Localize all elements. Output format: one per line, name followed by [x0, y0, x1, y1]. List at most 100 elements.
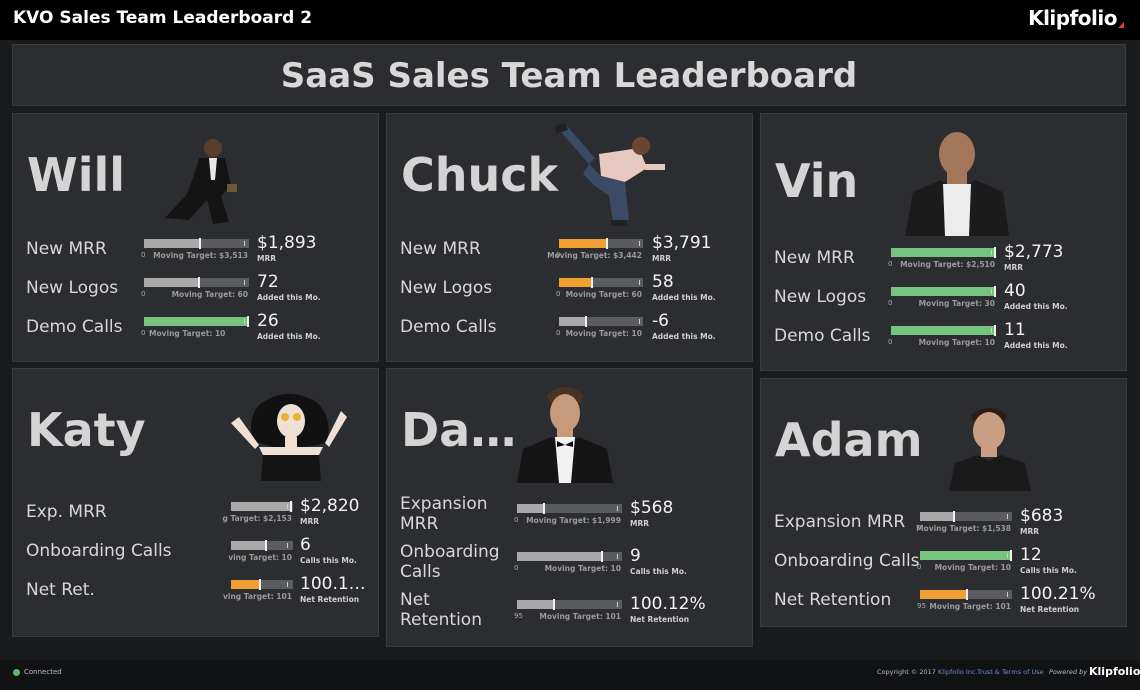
metric-row: New MRR 0 Moving Target: $3,442 $3,791 M… — [387, 233, 752, 272]
metric-sublabel: Calls this Mo. — [1020, 566, 1077, 575]
moving-target-label: Moving Target: 101 — [539, 612, 621, 621]
copyright-text: Copyright © 2017 — [877, 668, 936, 676]
moving-target-label: ving Target: 10 — [228, 553, 292, 562]
moving-target-label: Moving Target: $1,999 — [526, 516, 621, 525]
moving-target-label: Moving Target: 10 — [934, 563, 1011, 572]
metric-row: Net Retention 95 Moving Target: 101 100.… — [761, 584, 1126, 623]
terms-link[interactable]: Trust & Terms of Use — [977, 668, 1044, 676]
bar-tick — [994, 286, 996, 297]
metric-value: $3,791 — [652, 233, 712, 253]
bar-tick — [199, 238, 201, 249]
progress-bar — [144, 277, 249, 288]
moving-target-label: Moving Target: 30 — [918, 299, 995, 308]
bar-tick — [265, 540, 267, 551]
card-adam[interactable]: Adam Expansion MRR 0 Moving Target: $1,5… — [760, 378, 1127, 627]
klipfolio-logo[interactable]: Klipfolio — [1028, 6, 1124, 30]
metric-row: Net Retention 95 Moving Target: 101 100.… — [387, 590, 752, 630]
bar-tick — [601, 551, 603, 562]
target-marker — [617, 602, 618, 607]
moving-target-label: Moving Target: 10 — [918, 338, 995, 347]
metric-label: Demo Calls — [26, 317, 123, 337]
card-katy[interactable]: Katy Exp. MRR g Target: $2,153 $2,820 MR… — [12, 368, 379, 637]
progress-bar — [891, 286, 996, 297]
metric-row: Demo Calls 0 Moving Target: 10 11 Added … — [761, 320, 1126, 359]
bar-zero-label: 0 — [514, 564, 519, 572]
target-marker — [244, 280, 245, 285]
bar-zero-label: 0 — [514, 516, 519, 524]
target-marker — [617, 506, 618, 511]
bar-tick — [553, 599, 555, 610]
rep-name: Adam — [775, 413, 923, 467]
progress-bar — [517, 551, 622, 562]
metric-row: Demo Calls 0 Moving Target: 10 26 Added … — [13, 311, 378, 350]
moving-target-label: Moving Target: 101 — [929, 602, 1011, 611]
metric-row: Expansion MRR 0 Moving Target: $1,538 $6… — [761, 506, 1126, 545]
metric-row: New Logos 0 Moving Target: 60 72 Added t… — [13, 272, 378, 311]
bar-tick — [259, 579, 261, 590]
metric-value: 6 — [300, 535, 311, 555]
metric-value: 72 — [257, 272, 279, 292]
metric-sublabel: MRR — [300, 517, 320, 526]
progress-bar — [891, 247, 996, 258]
bar-tick — [606, 238, 608, 249]
bar-zero-label: 0 — [141, 251, 146, 259]
metric-value: 100.12% — [630, 594, 706, 614]
connected-status-icon — [13, 669, 20, 676]
metric-sublabel: MRR — [1004, 263, 1024, 272]
page-title: SaaS Sales Team Leaderboard — [280, 56, 858, 96]
progress-bar — [559, 238, 643, 249]
moving-target-label: Moving Target: 60 — [171, 290, 248, 299]
footer-logo[interactable]: Klipfolio — [1089, 665, 1140, 678]
metric-sublabel: Added this Mo. — [257, 293, 321, 302]
bar-zero-label: 0 — [556, 251, 561, 259]
card-vin[interactable]: Vin New MRR 0 Moving Target: $2,510 $2,7… — [760, 113, 1127, 371]
metric-row: New Logos 0 Moving Target: 60 58 Added t… — [387, 272, 752, 311]
progress-bar — [920, 511, 1012, 522]
target-marker — [287, 582, 288, 587]
card-chuck[interactable]: Chuck New MRR 0 Moving Target: $3,442 $3… — [386, 113, 753, 362]
metric-value: $2,820 — [300, 496, 360, 516]
metric-label: Onboarding Calls — [774, 551, 920, 571]
target-marker — [639, 280, 640, 285]
bar-fill — [231, 580, 261, 589]
top-bar: KVO Sales Team Leaderboard 2 Klipfolio — [0, 0, 1140, 40]
metric-sublabel: Calls this Mo. — [630, 567, 687, 576]
target-marker — [244, 319, 245, 324]
progress-bar — [144, 238, 249, 249]
metric-label: Exp. MRR — [26, 502, 107, 522]
metric-label: Onboarding Calls — [400, 542, 500, 582]
bar-tick — [247, 316, 249, 327]
metric-row: Onboarding Calls ving Target: 10 6 Calls… — [13, 535, 378, 574]
card-will[interactable]: Will New MRR 0 Moving Target: $3,513 $1,… — [12, 113, 379, 362]
company-link[interactable]: Klipfolio Inc. — [938, 668, 978, 676]
target-marker — [1007, 592, 1008, 597]
target-marker — [617, 554, 618, 559]
metric-value: -6 — [652, 311, 669, 331]
metric-sublabel: MRR — [630, 519, 650, 528]
bar-zero-label: 95 — [514, 612, 523, 620]
moving-target-label: g Target: $2,153 — [222, 514, 292, 523]
bar-fill — [891, 326, 996, 335]
metric-label: Demo Calls — [774, 326, 871, 346]
bar-fill — [517, 600, 555, 609]
metric-label: Onboarding Calls — [26, 541, 172, 561]
metric-sublabel: Added this Mo. — [652, 293, 716, 302]
card-david[interactable]: Da… Expansion MRR 0 Moving Target: $1,99… — [386, 368, 753, 647]
target-marker — [287, 543, 288, 548]
metric-value: $1,893 — [257, 233, 317, 253]
moving-target-label: Moving Target: $3,442 — [547, 251, 642, 260]
metric-sublabel: MRR — [1020, 527, 1040, 536]
bar-zero-label: 0 — [888, 338, 893, 346]
bar-fill — [891, 248, 996, 257]
target-marker — [639, 241, 640, 246]
bar-fill — [891, 287, 996, 296]
metric-row: Onboarding Calls 0 Moving Target: 10 9 C… — [387, 542, 752, 582]
bar-zero-label: 0 — [141, 290, 146, 298]
metric-row: New MRR 0 Moving Target: $2,510 $2,773 M… — [761, 242, 1126, 281]
metric-value: $683 — [1020, 506, 1064, 526]
target-marker — [1007, 514, 1008, 519]
bar-fill — [559, 317, 587, 326]
rep-name: Vin — [775, 154, 859, 208]
metric-value: 11 — [1004, 320, 1026, 340]
target-marker — [991, 250, 992, 255]
